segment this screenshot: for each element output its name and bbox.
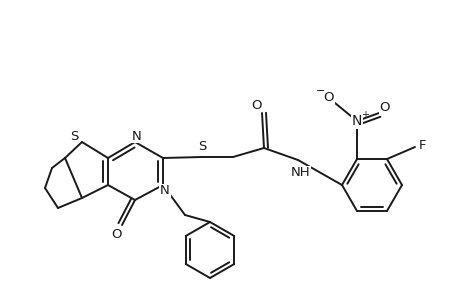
Text: O: O [251,98,262,112]
Text: N: N [132,130,141,142]
Text: O: O [112,229,122,242]
Text: S: S [70,130,78,142]
Text: −: − [316,86,325,96]
Text: N: N [160,184,169,197]
Text: N: N [351,114,361,128]
Text: O: O [323,91,334,103]
Text: NH: NH [291,167,310,179]
Text: S: S [197,140,206,152]
Text: F: F [418,139,426,152]
Text: +: + [360,110,368,120]
Text: O: O [379,100,389,113]
